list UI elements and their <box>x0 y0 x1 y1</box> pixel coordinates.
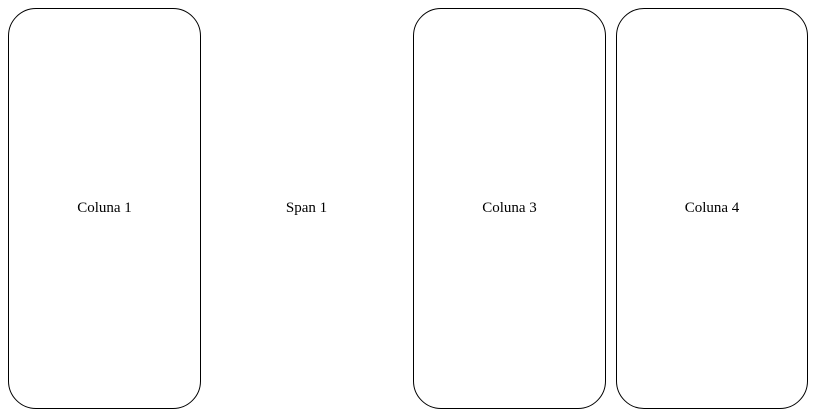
column-3-box: Coluna 3 <box>413 8 606 409</box>
span-1-label: Span 1 <box>285 200 328 216</box>
column-4-box: Coluna 4 <box>616 8 808 409</box>
span-1-area: Span 1 <box>210 8 403 409</box>
column-1-label: Coluna 1 <box>77 200 132 216</box>
column-3-label: Coluna 3 <box>482 200 537 216</box>
column-1-box: Coluna 1 <box>8 8 201 409</box>
column-4-label: Coluna 4 <box>684 200 740 216</box>
